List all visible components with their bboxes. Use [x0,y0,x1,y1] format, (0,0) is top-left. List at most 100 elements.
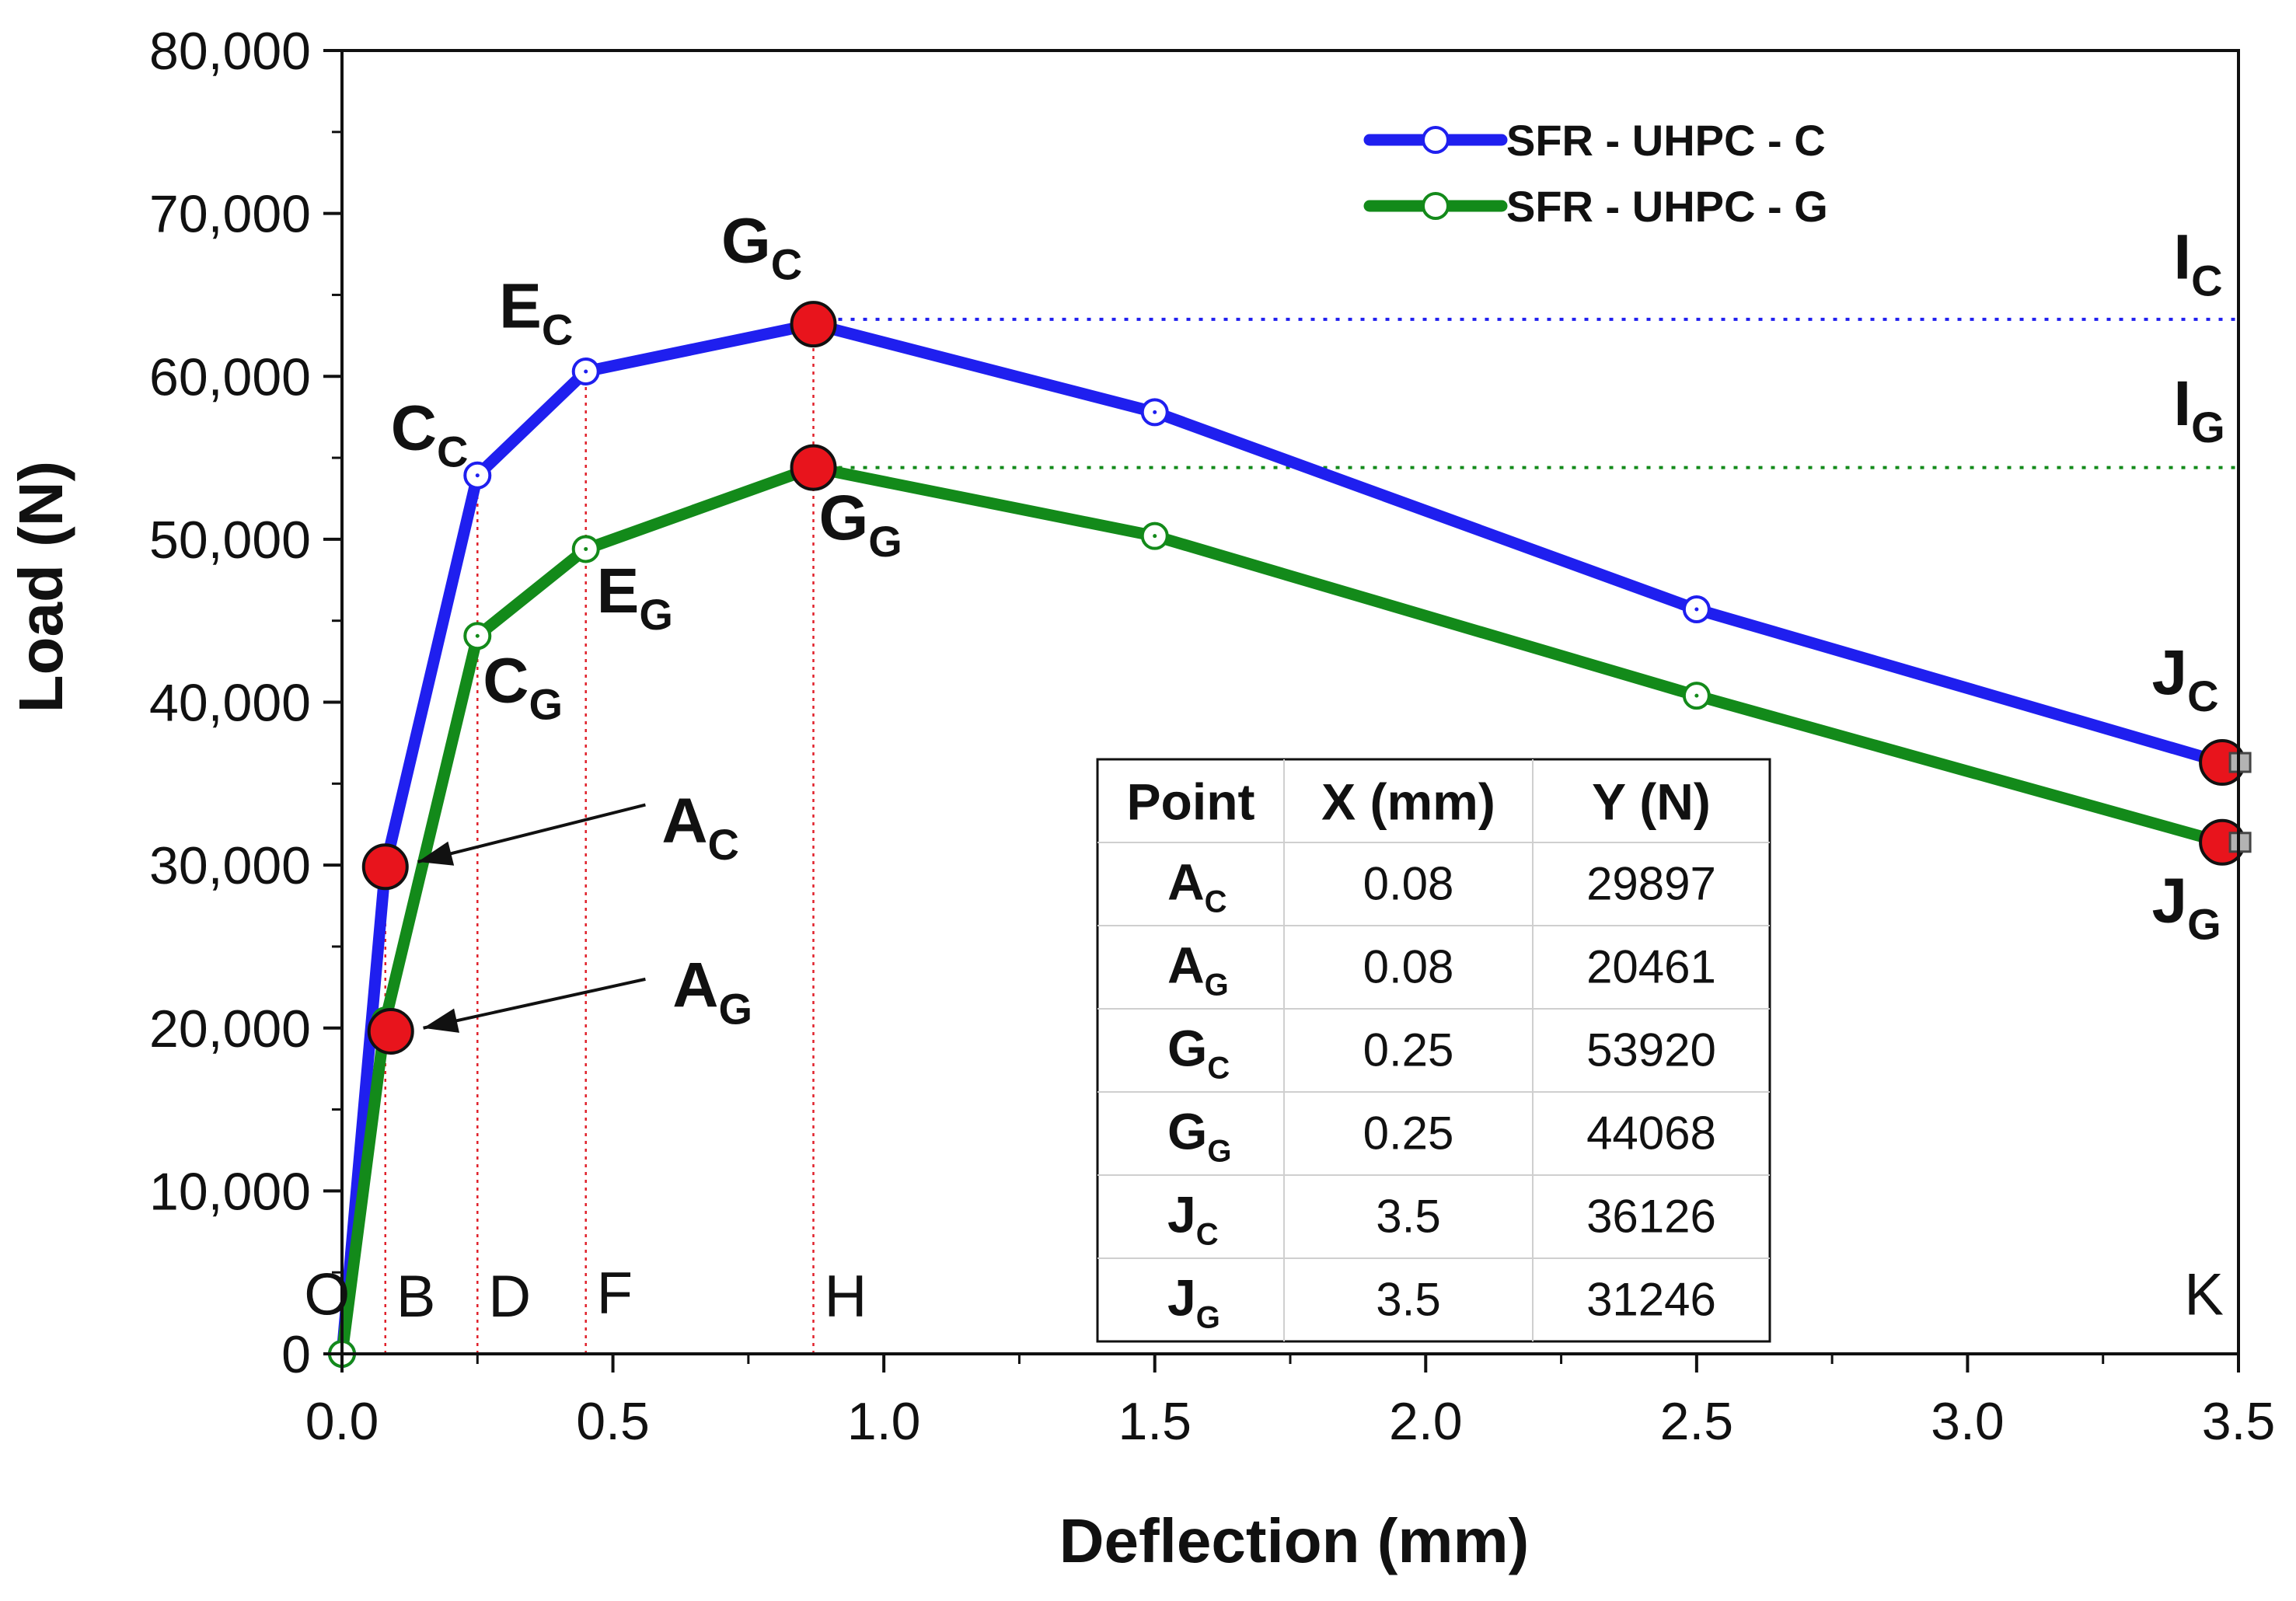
series-1-point-dot-3 [584,546,588,551]
table-x-0: 0.08 [1363,858,1454,910]
table-x-1: 0.08 [1363,941,1454,993]
table-point-0: AC [1167,853,1227,919]
table-y-3: 44068 [1586,1107,1716,1160]
table-x-2: 0.25 [1363,1024,1454,1076]
legend-label-1: SFR - UHPC - G [1506,182,1828,231]
y-tick-label-5: 50,000 [149,511,311,570]
table-point-5: JG [1167,1269,1220,1335]
series-0-point-dot-2 [475,473,480,478]
table-point-2: GC [1167,1020,1230,1086]
point-Ag [367,1007,414,1055]
table-point-4-sub: C [1196,1218,1219,1252]
table-point-1-sub: G [1205,968,1229,1003]
table-point-1: AG [1167,937,1229,1003]
arrow-Ag-shaft [423,977,646,1030]
point-label-0-sub: C [437,427,468,476]
point-Gc [790,301,837,348]
point-label-6-sub: G [639,590,673,639]
arrow-Ac-head [417,841,455,866]
table-point-1-main: A [1167,937,1205,994]
point-label-2: GC [721,206,802,289]
point-label-1-sub: C [542,305,573,354]
base-label-1: B [396,1264,436,1330]
point-label-9-sub: G [2187,899,2221,948]
series-1-point-dot-5 [1153,534,1157,539]
point-label-6-main: E [597,556,640,626]
point-label-6: EG [597,556,673,639]
table-point-3-main: G [1167,1103,1207,1160]
table-frame [1096,758,1771,1343]
series-0-point-dot-5 [1153,410,1157,414]
table-point-2-sub: C [1207,1052,1230,1086]
table-y-1: 20461 [1586,941,1716,993]
x-tick-label-3: 1.5 [1118,1392,1192,1451]
y-tick-label-8: 80,000 [149,22,311,81]
legend-label-0: SFR - UHPC - C [1506,116,1826,165]
point-label-8: JC [2151,637,2218,720]
point-label-9-main: J [2151,865,2187,936]
table-point-0-main: A [1167,853,1205,911]
x-axis-title: Deflection (mm) [1059,1506,1530,1575]
series-1-point-dot-6 [1694,693,1699,698]
base-label-0: O [304,1262,350,1328]
point-label-10-sub: C [708,820,739,869]
point-label-11: AG [672,950,752,1033]
table-y-5: 31246 [1586,1274,1716,1326]
point-label-4-main: I [2173,368,2191,439]
table-point-3: GG [1167,1103,1231,1169]
point-label-10-main: A [661,786,707,856]
arrow-Ag-head [423,1008,459,1033]
point-label-2-main: G [721,206,771,277]
base-label-3: F [597,1261,633,1327]
point-label-0: CC [391,393,469,476]
base-label-5: K [2184,1262,2224,1328]
end-marker-1 [2228,832,2252,853]
end-marker-0 [2228,752,2252,773]
point-label-5: CG [483,646,563,729]
series-line-1 [336,462,2228,1360]
arrow-Ac-shaft [417,803,646,863]
point-label-4-sub: G [2191,403,2225,452]
point-Ac [361,843,409,891]
key-points [361,301,2252,1055]
x-tick-label-7: 3.5 [2202,1392,2276,1451]
y-tick-label-6: 60,000 [149,347,311,406]
y-tick-label-2: 20,000 [149,999,311,1059]
series-0-point-dot-6 [1694,607,1699,612]
legend-marker-1 [1422,192,1450,220]
series-0-point-dot-3 [584,369,588,374]
y-tick-label-3: 30,000 [149,836,311,895]
axes: 0.0 0.5 1.0 1.5 2.0 2.5 3.0 3.5 0 10,000 20,000 30,… [149,22,2275,1451]
table-point-0-sub: C [1205,885,1227,919]
table-point-5-main: J [1167,1269,1196,1327]
point-label-2-sub: C [771,240,802,289]
table-y-4: 36126 [1586,1191,1716,1243]
point-label-5-sub: G [529,680,563,729]
legend-marker-0 [1422,126,1450,154]
y-tick-label-0: 0 [281,1325,311,1384]
point-label-1-main: E [499,270,542,341]
table-x-3: 0.25 [1363,1107,1454,1160]
x-tick-label-5: 2.5 [1660,1392,1734,1451]
point-label-11-sub: G [718,984,752,1033]
point-label-4: IG [2173,368,2224,452]
point-label-11-main: A [672,950,718,1020]
point-label-9: JG [2151,865,2221,948]
table-header-0: Point [1127,773,1255,831]
point-label-10: AC [661,786,739,869]
table-header-1: X (mm) [1321,773,1495,831]
base-label-4: H [824,1264,867,1330]
table-point-2-main: G [1167,1020,1207,1077]
point-label-3: IC [2173,221,2222,305]
annotation-arrows [417,803,646,1033]
point-label-7: GG [818,483,902,566]
point-label-7-sub: G [868,517,902,566]
x-tick-label-4: 2.0 [1389,1392,1463,1451]
y-tick-label-1: 10,000 [149,1162,311,1221]
legend: SFR - UHPC - C SFR - UHPC - G [1363,116,1828,231]
point-label-3-sub: C [2191,256,2222,305]
table-point-4: JC [1167,1186,1219,1252]
